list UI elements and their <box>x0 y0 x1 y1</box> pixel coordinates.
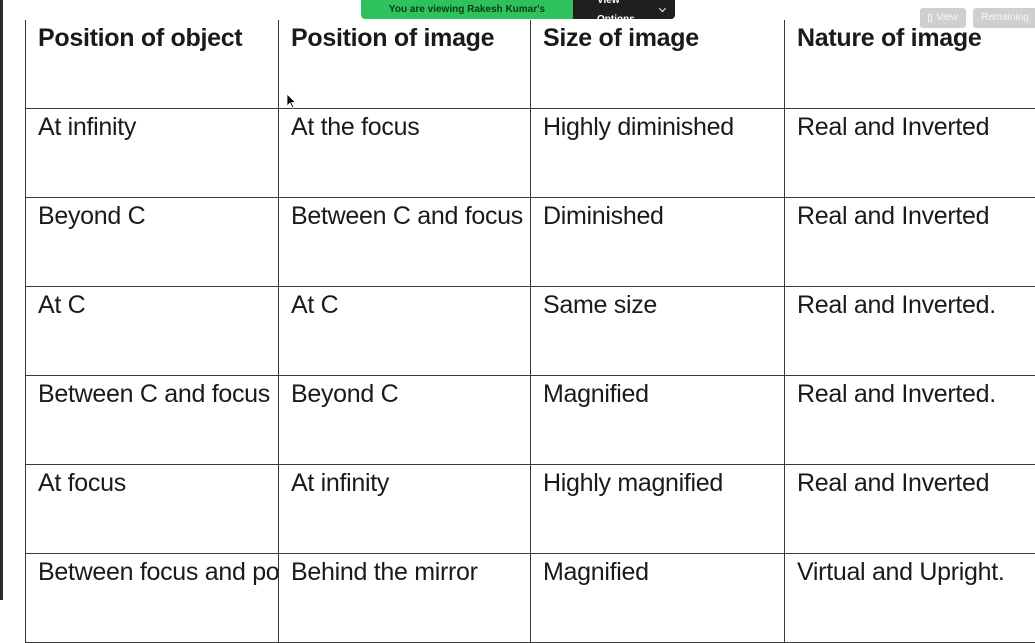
cell-image-nature: Real and Inverted. <box>785 286 1035 375</box>
header-position-of-object: Position of object <box>26 20 279 108</box>
view-label: View <box>937 8 959 28</box>
screen-share-banner: You are viewing Rakesh Kumar's screen Vi… <box>361 0 675 19</box>
view-button[interactable]: View <box>920 8 966 28</box>
view-icon <box>928 14 932 22</box>
mouse-cursor-icon <box>286 93 298 109</box>
chevron-down-icon <box>659 5 666 12</box>
cell-image-nature: Virtual and Upright. <box>785 553 1035 642</box>
image-formation-table: Position of object Position of image Siz… <box>25 20 1035 643</box>
cell-image-size: Magnified <box>531 375 785 464</box>
cell-image-nature: Real and Inverted <box>785 197 1035 286</box>
cell-image-position: At infinity <box>279 464 531 553</box>
view-options-button[interactable]: View Options <box>573 0 675 19</box>
viewing-screen-label: You are viewing Rakesh Kumar's screen <box>361 0 573 19</box>
shared-screen: Position of object Position of image Siz… <box>0 0 1035 600</box>
cell-image-nature: Real and Inverted <box>785 464 1035 553</box>
cell-image-position: At the focus <box>279 108 531 197</box>
remaining-label: Remaining <box>981 8 1029 28</box>
window-edge <box>0 0 3 600</box>
cell-image-position: At C <box>279 286 531 375</box>
cell-object-position: At C <box>26 286 279 375</box>
header-position-of-image: Position of image <box>279 20 531 108</box>
cell-image-size: Highly magnified <box>531 464 785 553</box>
table-row: Between C and focus Beyond C Magnified R… <box>26 375 1035 464</box>
cell-image-size: Highly diminished <box>531 108 785 197</box>
table-header-row: Position of object Position of image Siz… <box>26 20 1035 108</box>
cell-object-position: Beyond C <box>26 197 279 286</box>
table-row: At focus At infinity Highly magnified Re… <box>26 464 1035 553</box>
table-row: At C At C Same size Real and Inverted. <box>26 286 1035 375</box>
cell-object-position: At infinity <box>26 108 279 197</box>
header-size-of-image: Size of image <box>531 20 785 108</box>
table-row: Beyond C Between C and focus Diminished … <box>26 197 1035 286</box>
cell-image-position: Between C and focus <box>279 197 531 286</box>
cell-image-position: Beyond C <box>279 375 531 464</box>
table-row: Between focus and pole Behind the mirror… <box>26 553 1035 642</box>
top-right-controls: View Remaining <box>920 8 1035 28</box>
cell-object-position: At focus <box>26 464 279 553</box>
cell-image-nature: Real and Inverted. <box>785 375 1035 464</box>
cell-object-position: Between focus and pole <box>26 553 279 642</box>
cell-image-size: Diminished <box>531 197 785 286</box>
remaining-indicator: Remaining <box>973 8 1035 28</box>
cell-image-position: Behind the mirror <box>279 553 531 642</box>
cell-image-nature: Real and Inverted <box>785 108 1035 197</box>
cell-image-size: Same size <box>531 286 785 375</box>
view-options-label: View Options <box>597 0 654 19</box>
table-row: At infinity At the focus Highly diminish… <box>26 108 1035 197</box>
cell-object-position: Between C and focus <box>26 375 279 464</box>
cell-image-size: Magnified <box>531 553 785 642</box>
header-nature-of-image: Nature of image <box>785 20 1035 108</box>
